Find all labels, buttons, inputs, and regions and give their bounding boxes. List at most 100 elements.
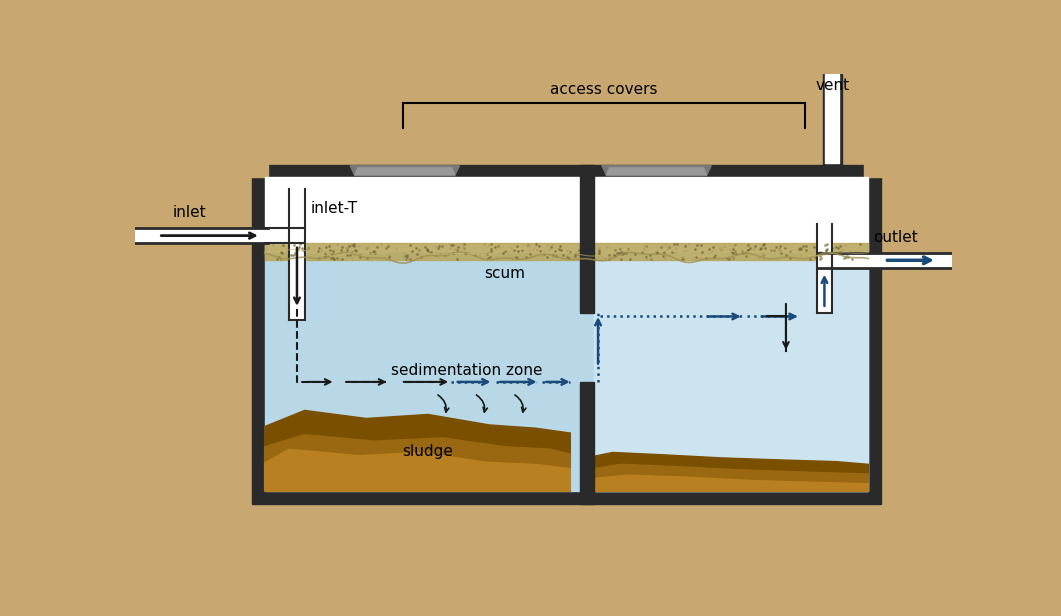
Point	[299, 243, 316, 253]
Point	[612, 248, 629, 257]
Point	[334, 254, 351, 264]
Polygon shape	[594, 475, 868, 492]
Point	[707, 249, 724, 259]
Point	[747, 241, 764, 251]
Point	[727, 242, 744, 252]
Point	[520, 240, 537, 250]
Bar	[822, 74, 841, 164]
Point	[481, 240, 498, 250]
Point	[311, 243, 328, 253]
Point	[316, 248, 333, 257]
Point	[396, 253, 413, 262]
Point	[397, 251, 414, 261]
Point	[312, 245, 329, 255]
Point	[836, 253, 853, 263]
Point	[351, 241, 368, 251]
Point	[535, 247, 552, 257]
Point	[407, 243, 424, 253]
Point	[593, 253, 610, 262]
Point	[653, 241, 669, 251]
Point	[316, 248, 333, 257]
Point	[338, 245, 355, 254]
Point	[771, 246, 788, 256]
Point	[344, 240, 361, 250]
Point	[801, 254, 818, 264]
Point	[657, 253, 674, 262]
Point	[264, 240, 281, 250]
Point	[740, 248, 756, 257]
Point	[768, 254, 785, 264]
Point	[558, 245, 575, 254]
Point	[615, 248, 632, 258]
Point	[832, 241, 849, 251]
Point	[325, 246, 342, 256]
Point	[524, 245, 541, 254]
Point	[483, 246, 500, 256]
Point	[274, 248, 291, 258]
Point	[729, 242, 746, 252]
Point	[376, 253, 393, 262]
Point	[422, 248, 439, 257]
Point	[543, 240, 560, 249]
Point	[483, 240, 500, 249]
Point	[727, 241, 744, 251]
Bar	[264, 243, 868, 260]
Point	[641, 250, 658, 260]
Point	[325, 253, 342, 263]
Point	[454, 243, 471, 253]
Point	[737, 251, 754, 261]
Point	[538, 240, 555, 250]
Point	[475, 240, 492, 249]
Point	[367, 248, 384, 257]
Point	[508, 253, 525, 263]
Point	[740, 248, 756, 257]
Point	[397, 254, 414, 264]
Point	[698, 254, 715, 264]
Point	[727, 242, 744, 252]
Point	[712, 243, 729, 253]
Point	[432, 250, 449, 260]
Point	[298, 244, 315, 254]
Point	[408, 249, 425, 259]
Point	[837, 240, 854, 250]
Point	[399, 254, 416, 264]
Point	[522, 249, 539, 259]
Point	[341, 241, 358, 251]
Point	[567, 249, 584, 259]
Point	[273, 254, 290, 264]
Point	[665, 240, 682, 249]
Point	[521, 245, 538, 254]
Point	[419, 246, 436, 256]
Point	[435, 251, 452, 261]
Point	[388, 245, 405, 254]
Point	[337, 243, 354, 253]
Point	[430, 243, 447, 253]
Point	[338, 250, 355, 260]
Point	[454, 243, 471, 253]
Point	[590, 251, 607, 261]
Point	[419, 245, 436, 255]
Point	[401, 240, 418, 249]
Point	[433, 241, 450, 251]
Point	[553, 245, 570, 254]
Bar	[580, 164, 594, 312]
Point	[599, 241, 616, 251]
Point	[449, 254, 466, 264]
Point	[504, 254, 521, 264]
Point	[812, 254, 829, 264]
Point	[666, 248, 683, 257]
Point	[347, 246, 364, 256]
Point	[508, 253, 525, 262]
Point	[344, 248, 361, 257]
Bar	[580, 382, 594, 504]
Polygon shape	[264, 449, 571, 492]
Point	[606, 251, 623, 261]
Point	[530, 241, 547, 251]
Bar	[264, 253, 868, 492]
Point	[333, 241, 350, 251]
Point	[481, 247, 498, 257]
Point	[540, 249, 557, 259]
Point	[691, 253, 708, 262]
Point	[314, 251, 331, 261]
Text: inlet-T: inlet-T	[311, 201, 358, 216]
